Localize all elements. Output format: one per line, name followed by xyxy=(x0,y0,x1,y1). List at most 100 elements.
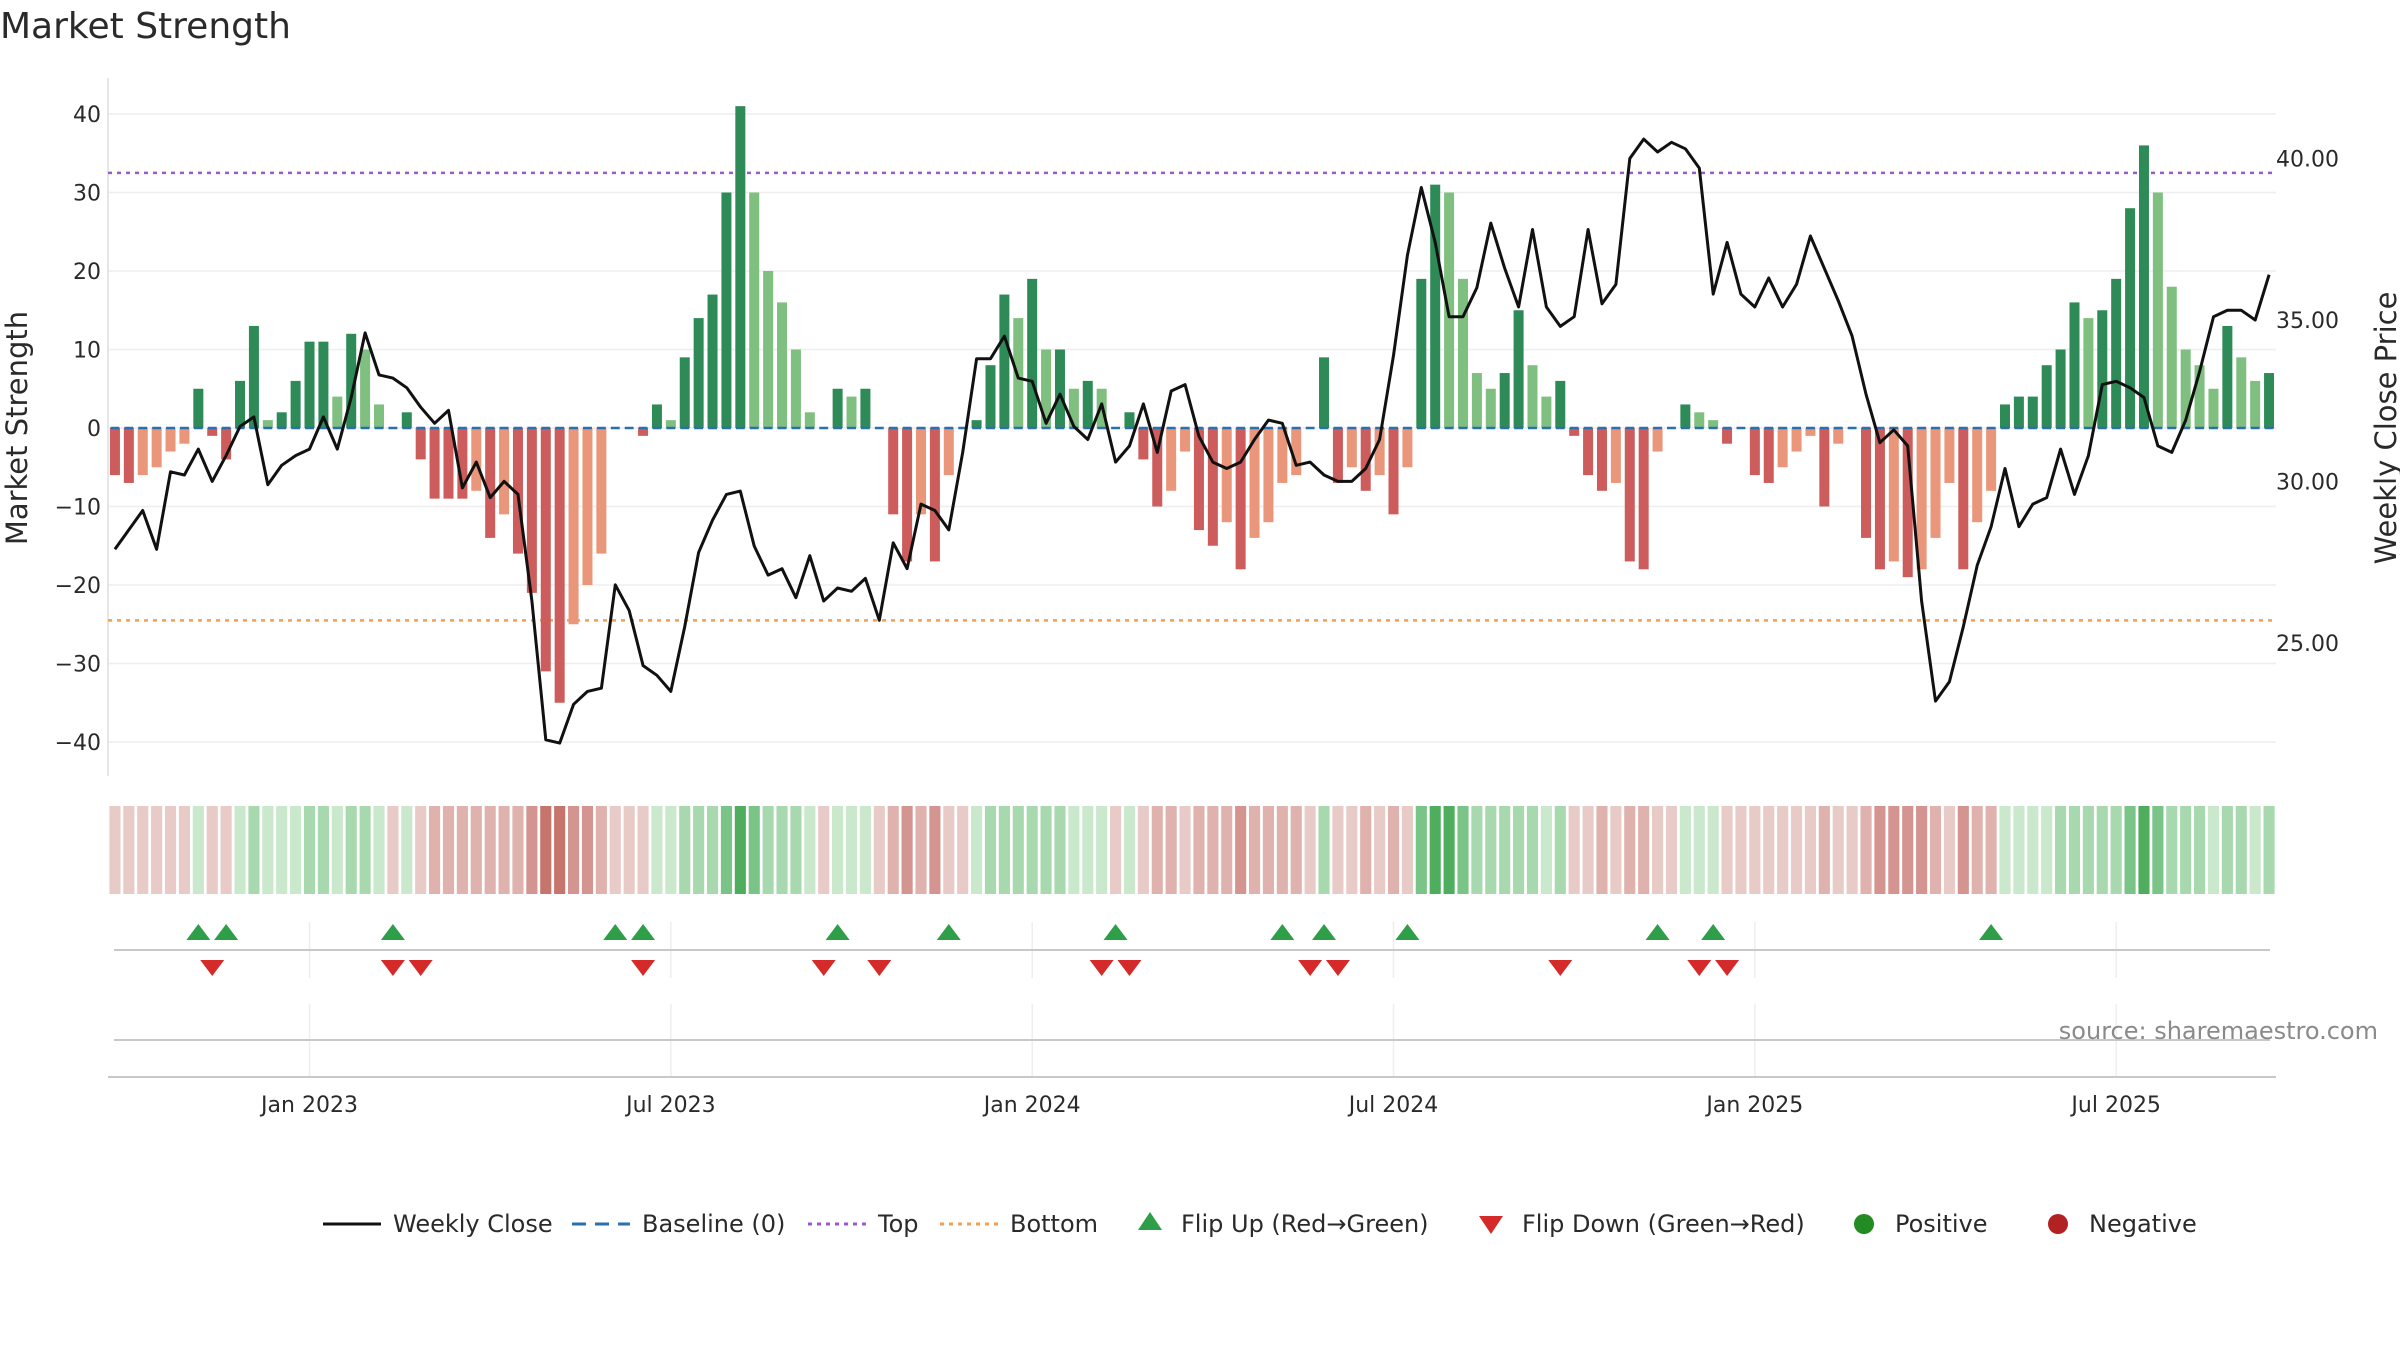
left-tick-label: 0 xyxy=(87,417,101,442)
flip-down-marker xyxy=(380,960,405,976)
strength-bar xyxy=(1360,428,1371,491)
shade-cell xyxy=(1568,806,1580,894)
strength-bar xyxy=(860,388,871,428)
x-tick-label: Jul 2024 xyxy=(1347,1093,1439,1118)
left-tick-label: −10 xyxy=(55,496,101,521)
shade-cell xyxy=(623,806,635,894)
x-tick-label: Jul 2025 xyxy=(2069,1093,2161,1118)
shade-cell xyxy=(345,806,357,894)
strength-bar xyxy=(2264,373,2275,428)
shade-cell xyxy=(1638,806,1650,894)
shade-cell xyxy=(1679,806,1691,894)
shade-cell xyxy=(609,806,621,894)
strength-bar xyxy=(888,428,899,515)
strength-bar xyxy=(1499,373,1510,428)
shade-cell xyxy=(1721,806,1733,894)
strength-bar xyxy=(1596,428,1607,491)
shade-cell xyxy=(1026,806,1038,894)
shade-cell xyxy=(1276,806,1288,894)
strength-bar xyxy=(1054,349,1065,428)
shade-cell xyxy=(1110,806,1122,894)
shade-cell xyxy=(1429,806,1441,894)
shade-cell xyxy=(901,806,913,894)
strength-bar xyxy=(2027,396,2038,428)
strength-bar xyxy=(2208,388,2219,428)
strength-bar xyxy=(1805,428,1816,436)
shade-cell xyxy=(2027,806,2039,894)
shade-cell xyxy=(2235,806,2247,894)
shade-cell xyxy=(1318,806,1330,894)
shade-cell xyxy=(1513,806,1525,894)
flip-up-marker xyxy=(825,924,850,940)
shade-cell xyxy=(387,806,399,894)
flip-up-marker xyxy=(631,924,656,940)
shade-cell xyxy=(790,806,802,894)
shade-cell xyxy=(540,806,552,894)
strength-bar xyxy=(540,428,551,672)
shade-cell xyxy=(1137,806,1149,894)
shade-cell xyxy=(957,806,969,894)
legend-item: Bottom xyxy=(940,1210,1098,1238)
strength-bar xyxy=(1180,428,1191,452)
shade-cell xyxy=(415,806,427,894)
strength-bar xyxy=(1485,388,1496,428)
shade-cell xyxy=(2096,806,2108,894)
strength-bar xyxy=(1319,357,1330,428)
x-tick-label: Jan 2024 xyxy=(982,1093,1081,1118)
strength-bar xyxy=(1749,428,1760,476)
strength-bar xyxy=(1027,278,1038,428)
shade-cell xyxy=(1777,806,1789,894)
shade-cell xyxy=(1457,806,1469,894)
left-tick-label: 10 xyxy=(73,339,101,364)
shade-cell xyxy=(276,806,288,894)
strength-bars xyxy=(109,106,2275,703)
shade-cell xyxy=(915,806,927,894)
strength-bar xyxy=(137,428,148,476)
strength-bar xyxy=(401,412,412,428)
strength-bar xyxy=(2013,396,2024,428)
strength-bar xyxy=(1416,278,1427,428)
legend-label: Positive xyxy=(1895,1210,1988,1238)
shade-cell xyxy=(206,806,218,894)
shade-cell xyxy=(720,806,732,894)
shade-cell xyxy=(998,806,1010,894)
shade-cell xyxy=(359,806,371,894)
legend-label: Flip Down (Green→Red) xyxy=(1522,1210,1805,1238)
shade-cell xyxy=(1040,806,1052,894)
x-tick-label: Jul 2023 xyxy=(624,1093,716,1118)
strength-bar xyxy=(1263,428,1274,523)
shade-cell xyxy=(2249,806,2261,894)
shade-cell xyxy=(1846,806,1858,894)
shade-cell xyxy=(178,806,190,894)
shade-cell xyxy=(1443,806,1455,894)
strength-bar xyxy=(1708,420,1719,428)
legend-item: Weekly Close xyxy=(323,1210,553,1238)
strength-bar xyxy=(373,404,385,428)
shade-cell xyxy=(706,806,719,894)
strength-bar xyxy=(1041,349,1052,428)
shade-cell xyxy=(984,806,997,894)
shade-cell xyxy=(2082,806,2094,894)
strength-bar xyxy=(123,428,134,483)
strength-bar xyxy=(1402,428,1413,468)
strength-bar xyxy=(2236,357,2247,428)
strength-bar xyxy=(790,349,801,428)
shade-cell xyxy=(2055,806,2067,894)
shade-cell xyxy=(1999,806,2011,894)
strength-bar xyxy=(1082,380,1093,428)
flip-down-marker xyxy=(1687,960,1712,976)
strength-bar xyxy=(679,357,690,428)
strength-bar xyxy=(1332,428,1343,483)
shade-cell xyxy=(1735,806,1747,894)
strength-bar xyxy=(568,428,579,625)
shade-cell xyxy=(429,806,441,894)
strength-bar xyxy=(985,365,996,428)
shade-cell xyxy=(456,806,468,894)
strength-bar xyxy=(1680,404,1691,428)
shade-cell xyxy=(137,806,149,894)
shade-cell xyxy=(1832,806,1844,894)
strength-bar xyxy=(207,428,218,436)
shade-cell xyxy=(484,806,496,894)
shade-cell xyxy=(1415,806,1427,894)
